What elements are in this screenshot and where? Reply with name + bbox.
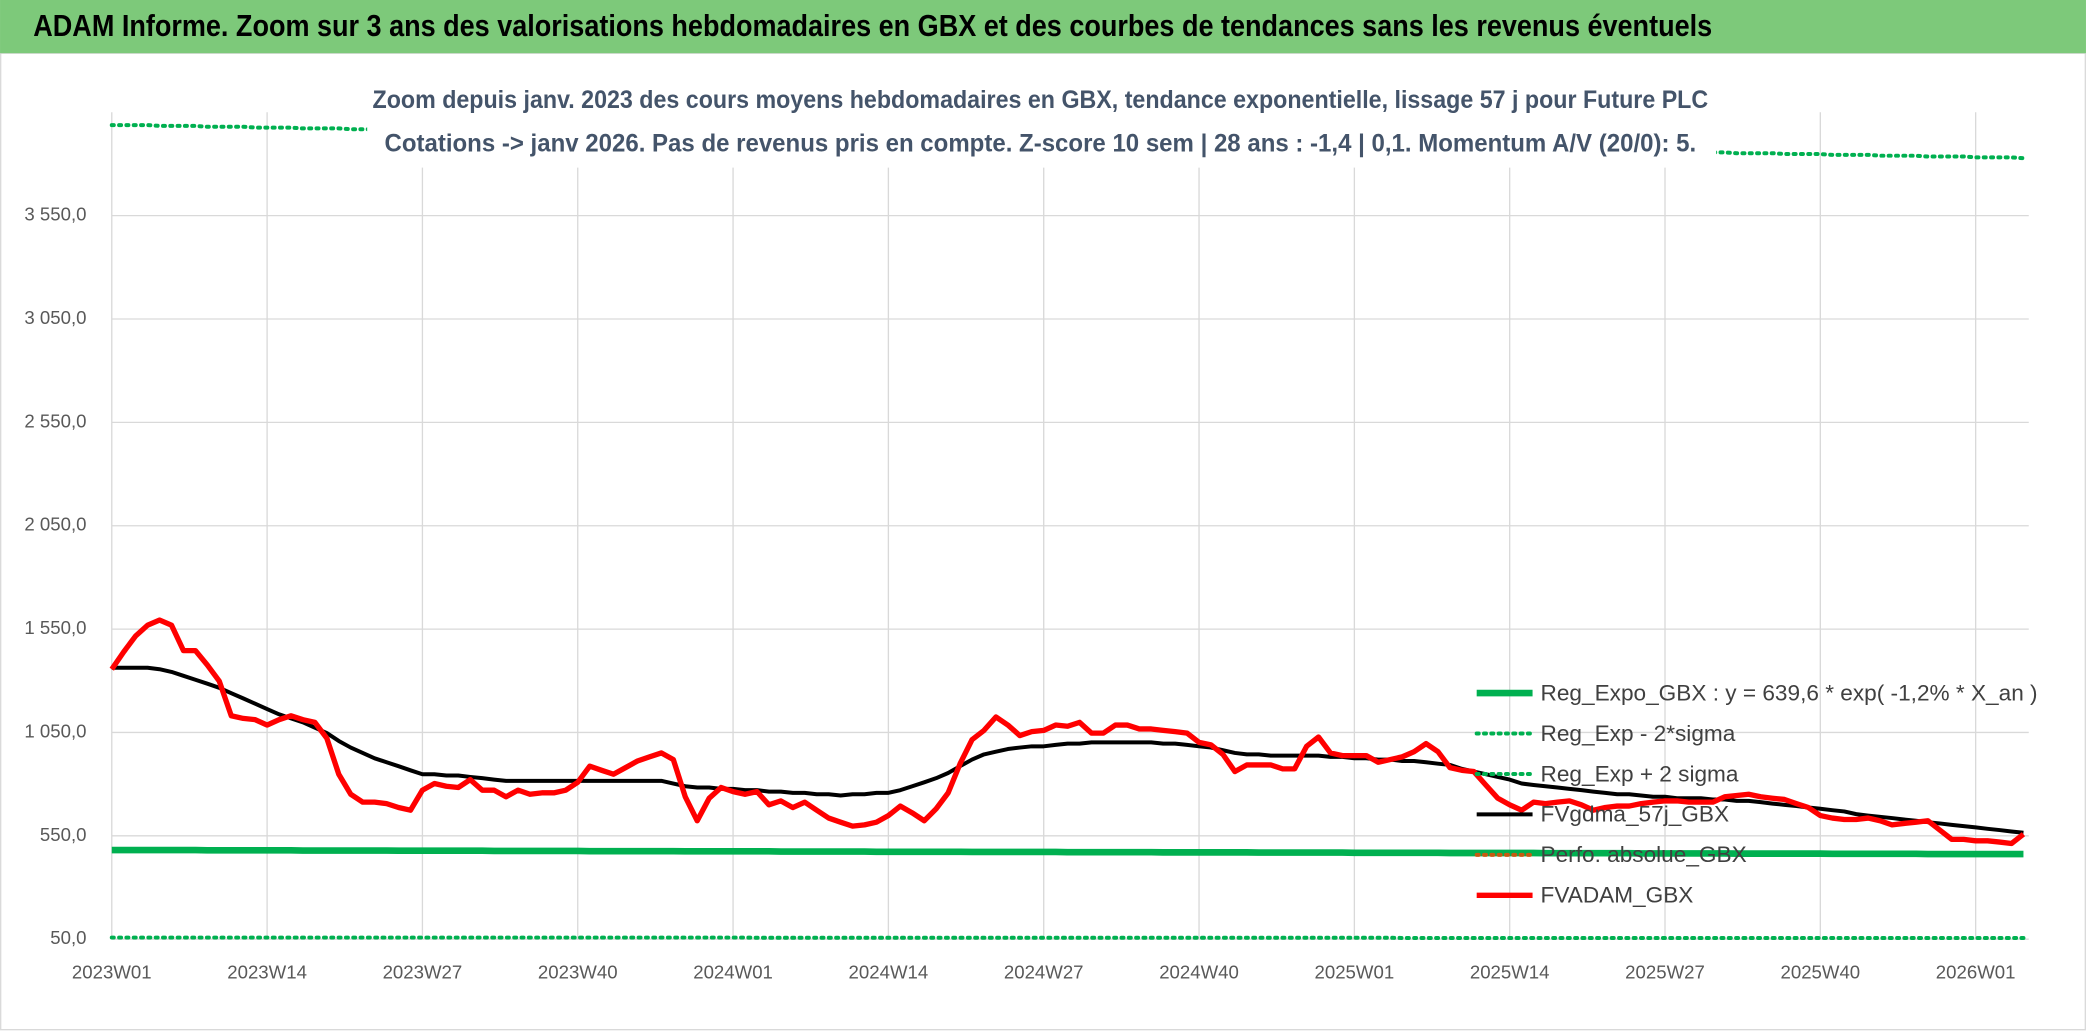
x-tick-label: 2025W14 [1470,962,1550,983]
series-line [109,617,2026,847]
x-tick-label: 2024W01 [693,962,773,983]
y-tick-label: 1 050,0 [24,720,86,741]
legend-label: Reg_Exp + 2 sigma [1541,761,1739,786]
x-tick-label: 2023W14 [227,962,307,983]
x-tick-label: 2023W40 [538,962,618,983]
series-line [111,665,2024,835]
series-line [111,846,2024,858]
y-tick-label: 50,0 [50,927,86,948]
x-tick-label: 2024W40 [1159,962,1239,983]
x-tick-label: 2024W27 [1004,962,1084,983]
y-tick-label: 3 550,0 [24,204,86,225]
legend-label: FVADAM_GBX [1541,883,1694,908]
legend-label: Reg_Exp - 2*sigma [1541,721,1736,746]
y-tick-label: 550,0 [40,824,87,845]
legend: Reg_Expo_GBX : y = 639,6 * exp( -1,2% * … [1474,680,2038,908]
chart-subtitle: Zoom depuis janv. 2023 des cours moyens … [373,86,1709,114]
x-tick-label: 2025W40 [1780,962,1860,983]
x-tick-label: 2026W01 [1936,962,2016,983]
x-tick-label: 2025W27 [1625,962,1705,983]
x-tick-label: 2024W14 [849,962,929,983]
header-band [0,0,2086,54]
legend-label: Reg_Expo_GBX : y = 639,6 * exp( -1,2% * … [1541,680,2038,705]
y-tick-label: 2 050,0 [24,514,86,535]
legend-label: FVgdma_57j_GBX [1541,802,1730,827]
y-tick-label: 3 050,0 [24,307,86,328]
x-tick-label: 2023W01 [72,962,152,983]
subtitle-box [367,77,1717,168]
chart-title: ADAM Informe. Zoom sur 3 ans des valoris… [33,9,1712,43]
y-tick-label: 2 550,0 [24,410,86,431]
chart-frame [0,52,2086,1031]
legend-label: Perfo. absolue_GBX [1541,842,1747,867]
chart-subtitle: Cotations -> janv 2026. Pas de revenus p… [384,130,1696,158]
x-tick-label: 2025W01 [1315,962,1395,983]
x-tick-label: 2023W27 [383,962,463,983]
y-tick-label: 1 550,0 [24,617,86,638]
